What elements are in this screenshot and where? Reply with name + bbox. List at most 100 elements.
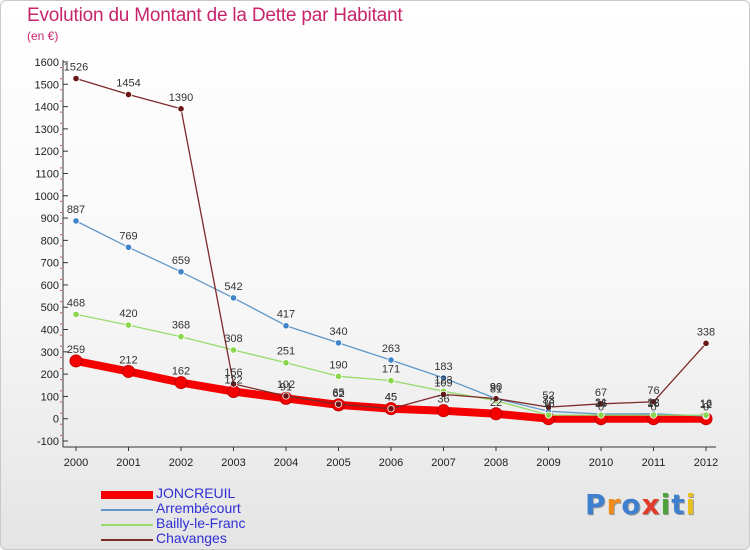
y-tick-label: 1200 (35, 146, 59, 158)
logo-letter: i (660, 488, 672, 521)
logo-letter: t (671, 488, 686, 521)
data-label: 109 (434, 377, 452, 389)
y-tick-label: 800 (41, 235, 59, 247)
chart-subtitle: (en €) (27, 29, 59, 43)
data-label: 368 (172, 320, 190, 332)
x-tick-label: 2006 (379, 457, 403, 469)
x-tick-label: 2009 (536, 457, 560, 469)
data-point (72, 310, 80, 318)
data-point (702, 411, 710, 419)
data-label: 769 (119, 230, 137, 242)
data-label: 259 (67, 344, 85, 356)
y-tick-label: 1400 (35, 102, 59, 114)
logo-letter: x (641, 488, 661, 521)
legend-label-bailly-le-franc: Bailly-le-Franc (156, 515, 246, 531)
data-point (69, 354, 83, 368)
data-point (387, 376, 395, 385)
x-tick-label: 2012 (694, 457, 718, 469)
data-label: 156 (224, 367, 242, 379)
data-label: 16 (595, 398, 607, 410)
data-label: 36 (437, 394, 449, 406)
data-label: 0 (650, 402, 656, 414)
data-point (334, 400, 343, 408)
data-label: 263 (382, 343, 400, 355)
data-point (489, 407, 503, 421)
data-label: 52 (542, 390, 554, 402)
data-point (177, 105, 185, 113)
data-label: 171 (382, 364, 400, 376)
data-point (437, 404, 450, 418)
y-tick-label: 0 (53, 414, 59, 426)
data-point (122, 364, 135, 378)
logo-letter: P (585, 488, 607, 521)
data-point (124, 243, 133, 251)
data-label: 62 (332, 388, 344, 400)
y-tick-label: 300 (41, 347, 59, 359)
data-label: 45 (385, 392, 397, 404)
data-label: 0 (545, 402, 551, 414)
data-label: 16 (700, 398, 712, 410)
data-point (177, 268, 185, 276)
x-tick-label: 2008 (484, 457, 508, 469)
data-label: 81 (490, 384, 502, 396)
y-tick-label: 700 (41, 258, 59, 270)
proxiti-logo: Proxiti (585, 488, 696, 521)
y-tick-label: 400 (41, 325, 59, 337)
data-point (334, 372, 343, 380)
data-point (177, 333, 185, 341)
data-point (649, 398, 658, 406)
legend-swatch-joncreuil (101, 491, 153, 499)
data-label: 22 (490, 397, 502, 409)
y-tick-label: -100 (37, 436, 59, 448)
legend-label-joncreuil: JONCREUIL (156, 485, 236, 501)
logo-letter: o (621, 488, 642, 521)
x-tick-label: 2007 (431, 457, 455, 469)
data-label: 122 (224, 375, 242, 387)
data-label: 90 (490, 382, 502, 394)
legend-swatch-chavanges (101, 539, 153, 541)
data-label: 340 (329, 326, 347, 338)
data-point (72, 74, 80, 83)
x-tick-label: 2004 (274, 457, 298, 469)
y-tick-label: 900 (41, 213, 59, 225)
data-point (597, 400, 605, 408)
data-point (72, 217, 80, 225)
data-label: 251 (277, 346, 295, 358)
data-label: 468 (67, 297, 85, 309)
data-label: 123 (434, 374, 452, 386)
logo-letter: i (685, 488, 697, 521)
data-label: 33 (542, 394, 554, 406)
data-label: 76 (647, 385, 659, 397)
data-label: 102 (277, 379, 295, 391)
x-tick-label: 2010 (589, 457, 613, 469)
y-tick-label: 1100 (35, 168, 59, 180)
data-label: 190 (329, 359, 347, 371)
data-label: 21 (595, 397, 607, 409)
y-tick-label: 1500 (35, 79, 59, 91)
data-point (229, 346, 238, 354)
data-point (544, 411, 553, 419)
y-tick-label: 1000 (35, 191, 59, 203)
chart-title: Evolution du Montant de la Dette par Hab… (27, 5, 403, 26)
data-label: 417 (277, 309, 295, 321)
data-label: 12 (700, 399, 712, 411)
legend-label-arrembecourt: Arrembécourt (156, 500, 241, 516)
data-label: 91 (280, 381, 292, 393)
data-label: 1526 (64, 61, 88, 73)
legend-swatch-arrembecourt (101, 509, 153, 511)
y-tick-label: 1300 (35, 124, 59, 136)
x-tick-label: 2000 (64, 457, 88, 469)
y-tick-label: 1600 (35, 57, 59, 69)
x-tick-label: 2011 (642, 457, 666, 469)
data-label: 338 (697, 326, 715, 338)
y-tick-label: 500 (41, 302, 59, 314)
data-label: 887 (67, 204, 85, 216)
data-label: 0 (598, 402, 604, 414)
y-tick-label: 100 (41, 391, 59, 403)
data-label: 16 (542, 398, 554, 410)
y-tick-label: 600 (41, 280, 59, 292)
data-label: 67 (595, 387, 607, 399)
data-label: 183 (434, 361, 452, 373)
data-label: 65 (332, 387, 344, 399)
